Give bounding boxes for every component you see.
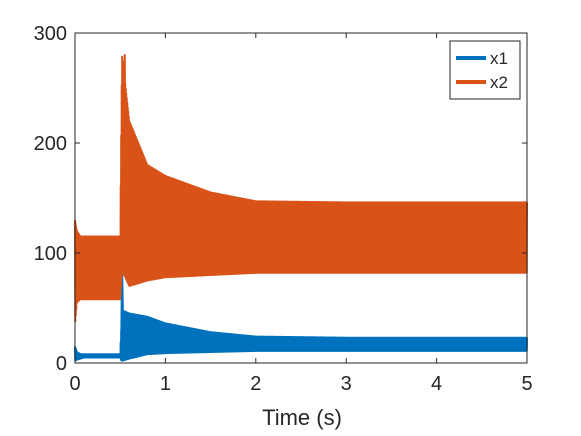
series-line-x2 [74, 54, 528, 323]
y-tick-label: 100 [34, 243, 67, 265]
y-tick-label: 300 [34, 23, 67, 45]
x-tick-label: 0 [69, 373, 80, 395]
x-tick-label: 2 [250, 373, 261, 395]
x-axis-title: Time (s) [262, 405, 342, 430]
x-tick-label: 4 [431, 373, 442, 395]
legend-label-x2: x2 [490, 73, 508, 92]
x-tick-label: 3 [341, 373, 352, 395]
y-tick-label: 200 [34, 133, 67, 155]
legend-box [449, 40, 521, 100]
plot-area [74, 54, 528, 362]
legend-label-x1: x1 [490, 49, 508, 68]
axes-box [74, 32, 528, 364]
axes: 0 1 2 3 4 5 0 100 200 300 [34, 23, 533, 395]
y-tick-label: 0 [56, 353, 67, 375]
x-tick-label: 1 [160, 373, 171, 395]
x-tick-label: 5 [521, 373, 532, 395]
